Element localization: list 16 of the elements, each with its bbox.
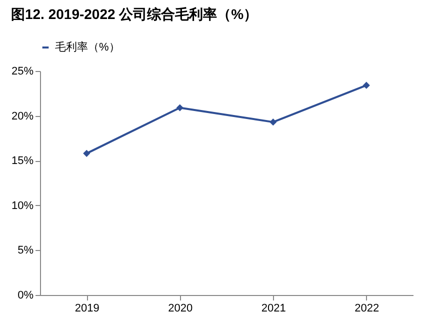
y-tick-label: 5% <box>18 244 34 257</box>
point <box>362 82 370 89</box>
x-tick-label: 2022 <box>354 302 380 314</box>
point <box>270 118 277 126</box>
chart-title: 图12. 2019-2022 公司综合毛利率（%） <box>10 6 258 22</box>
y-tick-label: 10% <box>11 200 34 212</box>
y-tick-label: 25% <box>11 66 34 78</box>
x-tick-label: 2021 <box>261 302 286 314</box>
point <box>176 104 184 112</box>
point <box>83 150 90 157</box>
y-tick-label: 15% <box>11 155 34 168</box>
y-tick-label: 20% <box>11 110 34 122</box>
y-tick-label: 0% <box>18 290 34 302</box>
x-tick-label: 2020 <box>168 302 193 314</box>
x-tick-label: 2019 <box>74 302 100 314</box>
legend-label: 毛利率（%） <box>55 40 120 54</box>
